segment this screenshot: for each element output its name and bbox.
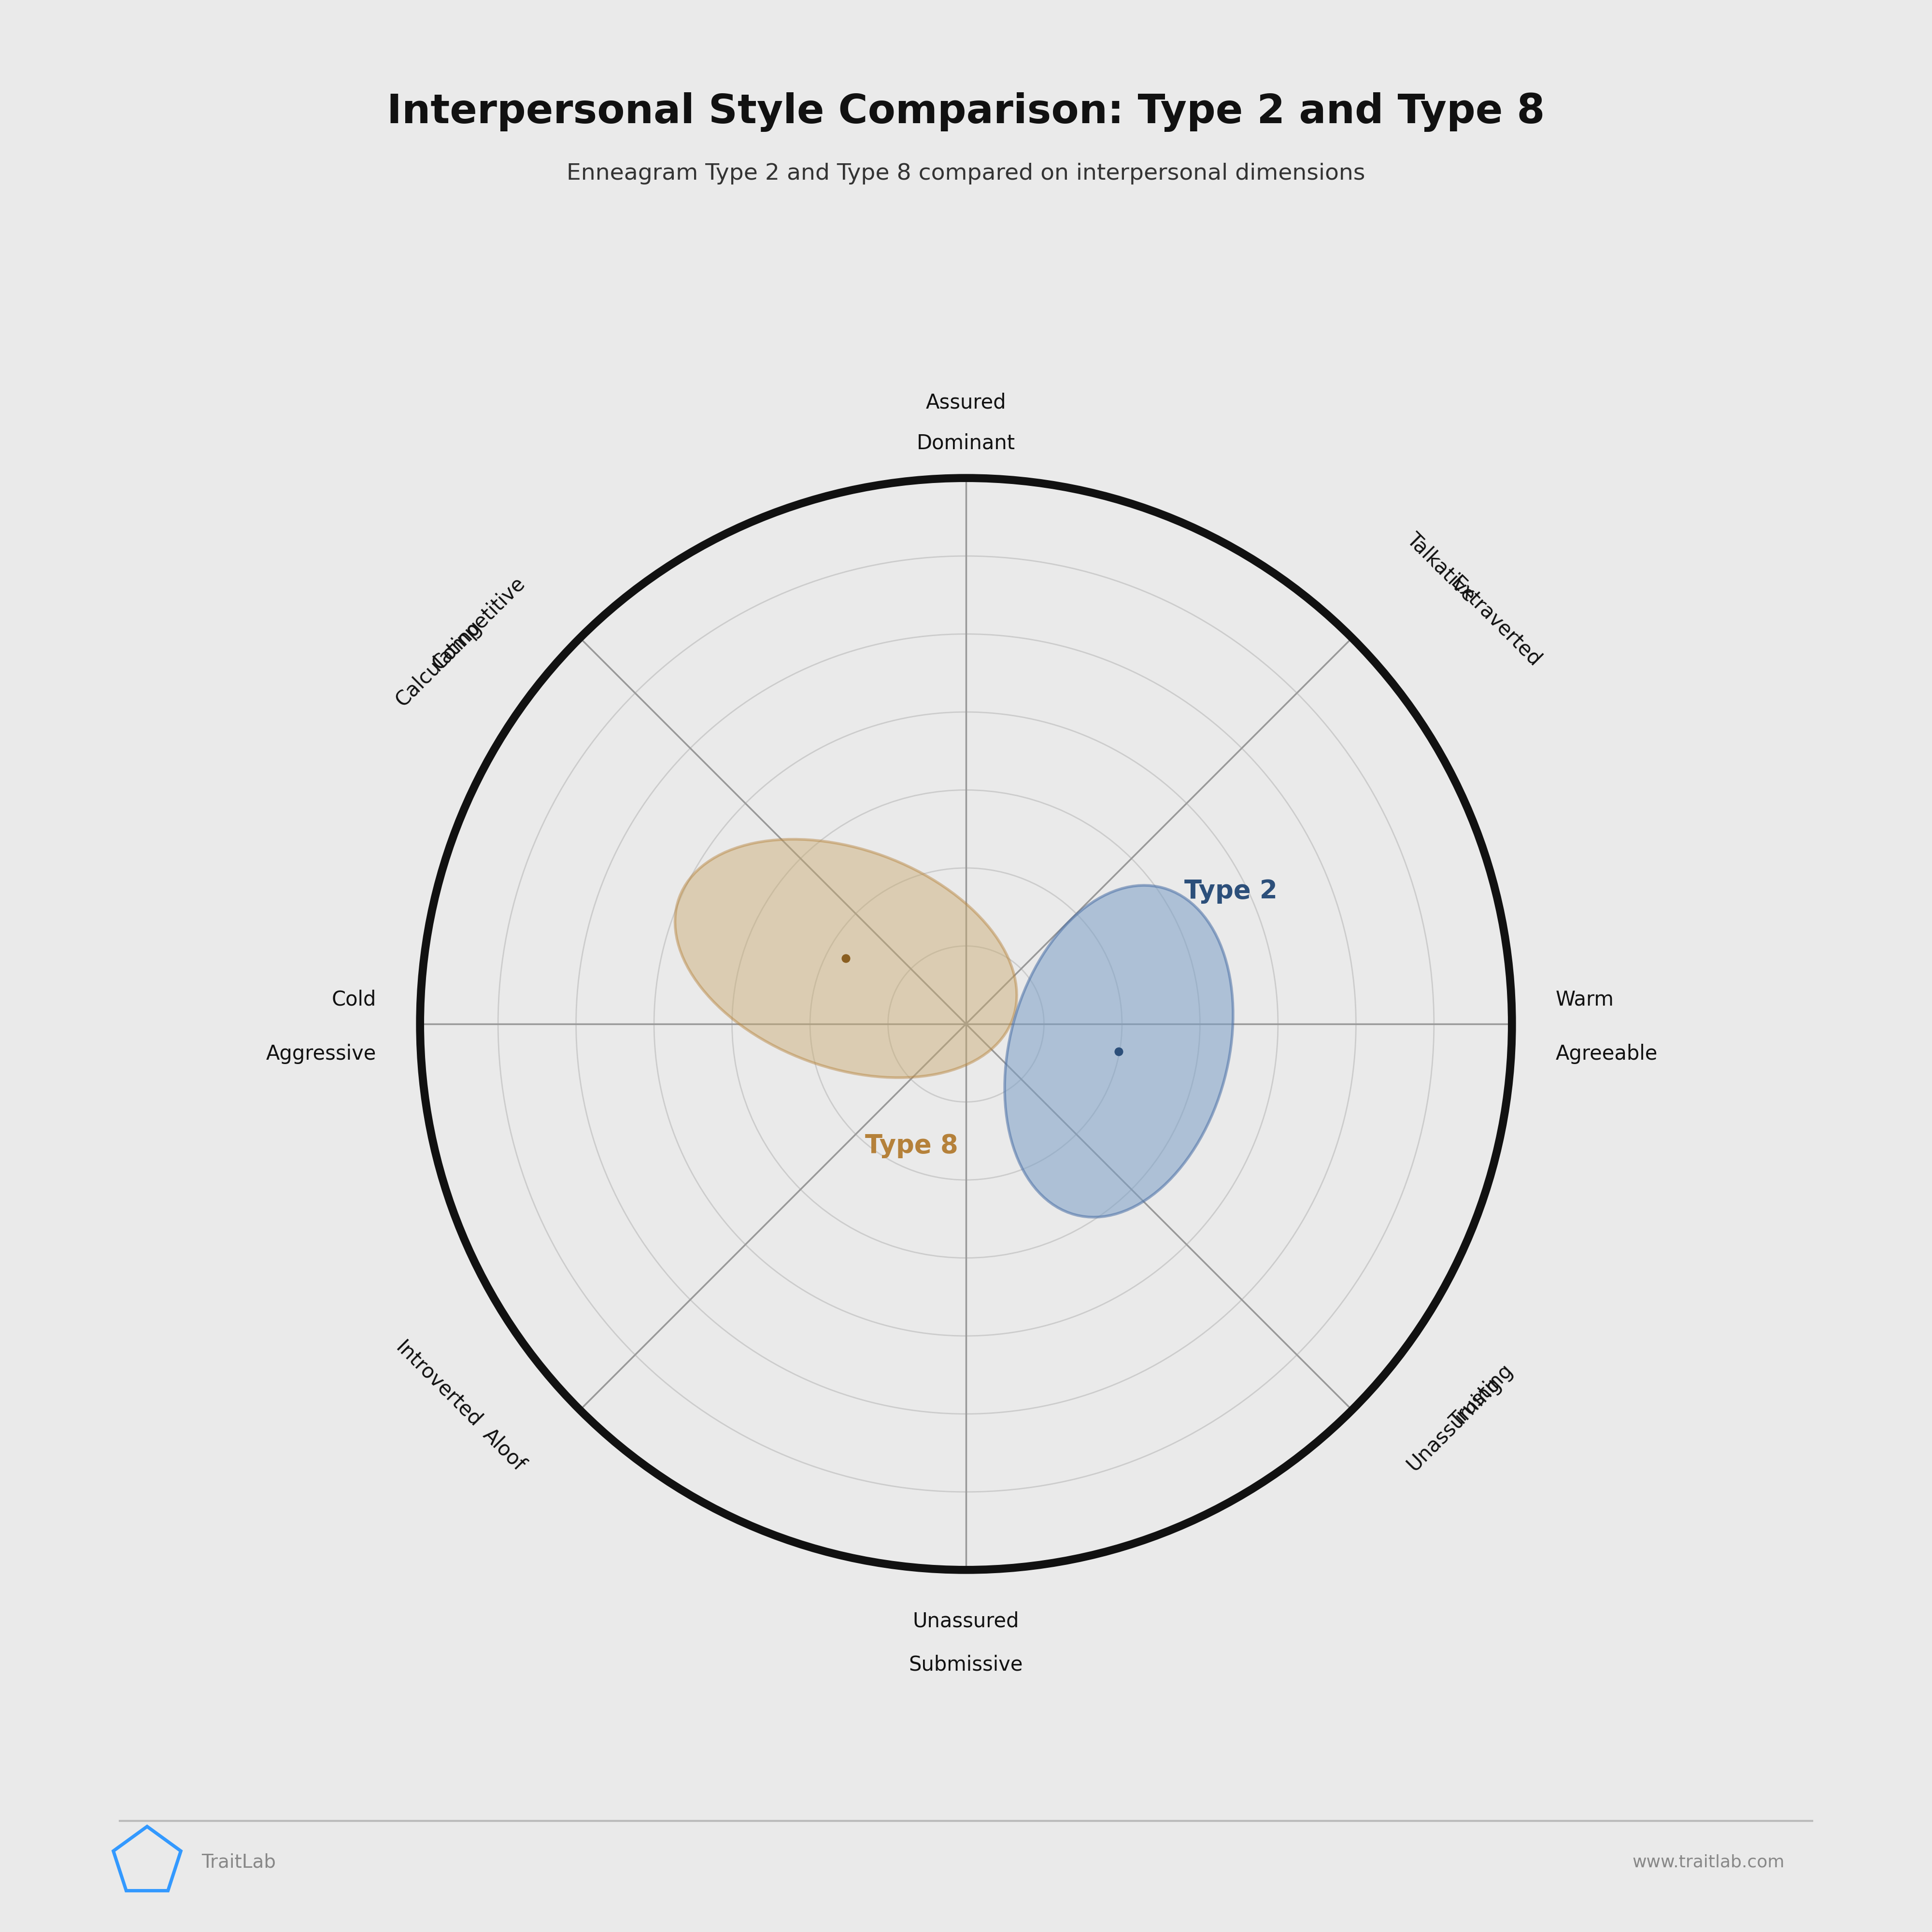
Text: Unassuming: Unassuming [1403,1374,1505,1474]
Text: Type 8: Type 8 [866,1134,958,1159]
Ellipse shape [1005,885,1233,1217]
Text: Talkative: Talkative [1403,529,1480,607]
Text: Trusting: Trusting [1447,1360,1517,1432]
Text: Cold: Cold [332,989,377,1010]
Text: Interpersonal Style Comparison: Type 2 and Type 8: Interpersonal Style Comparison: Type 2 a… [386,93,1546,131]
Text: Aloof: Aloof [479,1424,529,1474]
Text: Unassured: Unassured [912,1611,1020,1631]
Text: Calculating: Calculating [392,616,485,711]
Text: Type 2: Type 2 [1184,879,1277,904]
Text: Submissive: Submissive [908,1654,1024,1675]
Text: Enneagram Type 2 and Type 8 compared on interpersonal dimensions: Enneagram Type 2 and Type 8 compared on … [566,162,1366,185]
Text: TraitLab: TraitLab [201,1853,276,1872]
Text: Warm: Warm [1555,989,1613,1010]
Ellipse shape [674,838,1016,1078]
Text: Assured: Assured [925,392,1007,413]
Text: Introverted: Introverted [392,1337,485,1432]
Text: Extraverted: Extraverted [1447,574,1546,670]
Text: Dominant: Dominant [916,433,1016,454]
Text: Competitive: Competitive [429,574,529,674]
Text: Aggressive: Aggressive [267,1043,377,1065]
Text: www.traitlab.com: www.traitlab.com [1633,1855,1785,1870]
Text: Agreeable: Agreeable [1555,1043,1658,1065]
